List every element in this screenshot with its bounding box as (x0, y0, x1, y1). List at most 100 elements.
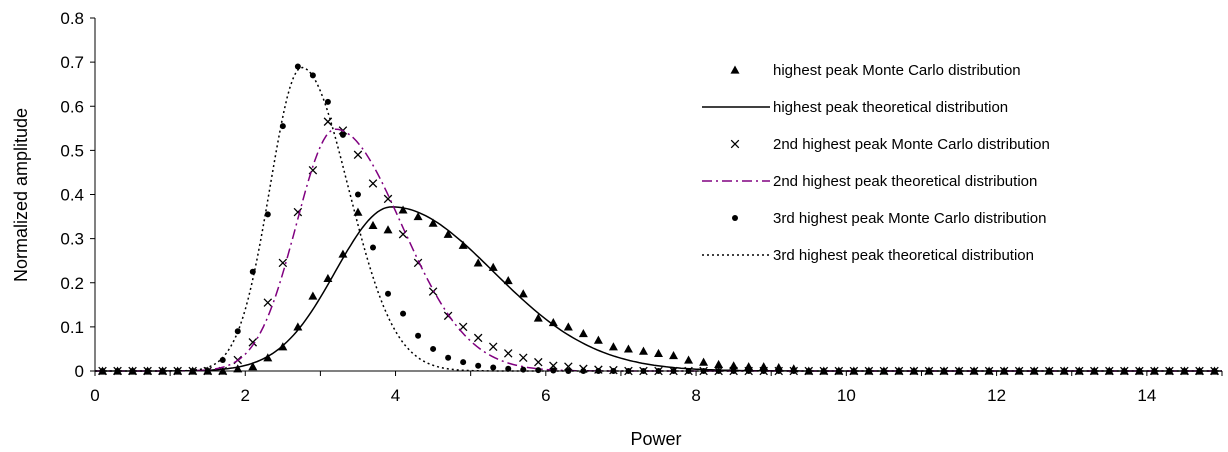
x-marker (263, 298, 273, 307)
x-marker (488, 342, 498, 351)
circle-marker (535, 367, 542, 374)
y-tick-label: 0.5 (60, 141, 84, 160)
x-tick-label: 6 (541, 386, 550, 405)
axes: Power Normalized amplitude 0 0.1 0.2 0.3 0.4… (11, 9, 1223, 449)
triangle-marker (623, 344, 633, 353)
legend-item-4: 2nd highest peak theoretical distributio… (702, 173, 1037, 190)
triangle-marker (518, 289, 528, 298)
y-tick-label: 0.2 (60, 274, 84, 293)
circle-marker (354, 191, 361, 198)
legend-item-3: 2nd highest peak Monte Carlo distributio… (730, 136, 1050, 153)
circle-marker (460, 359, 467, 366)
circle-marker (445, 354, 452, 361)
legend-label: highest peak theoretical distribution (773, 99, 1008, 116)
legend-label: 2nd highest peak Monte Carlo distributio… (773, 136, 1050, 153)
triangle-marker (428, 218, 438, 227)
triangle-marker (443, 229, 453, 238)
x-marker (368, 179, 378, 188)
triangle-marker (669, 351, 679, 360)
x-tick-label: 14 (1137, 386, 1156, 405)
triangle-marker (608, 342, 618, 351)
x-marker (398, 229, 408, 239)
triangle-marker (413, 212, 423, 221)
series-2 (95, 206, 1222, 372)
triangle-marker (233, 364, 243, 373)
legend-label: 3rd highest peak Monte Carlo distributio… (773, 210, 1047, 227)
legend-label: highest peak Monte Carlo distribution (773, 62, 1021, 79)
triangle-marker (593, 335, 603, 344)
circle-marker (490, 364, 497, 371)
circle-marker (415, 332, 422, 339)
x-marker (564, 362, 573, 371)
x-tick-label: 10 (837, 386, 856, 405)
y-tick-label: 0.1 (60, 318, 84, 337)
triangle-marker (368, 220, 378, 229)
triangle-marker (533, 313, 543, 322)
x-marker (293, 207, 303, 217)
x-tick-label: 12 (987, 386, 1006, 405)
circle-marker (294, 63, 301, 70)
y-axis-title: Normalized amplitude (11, 108, 31, 282)
triangle-marker (503, 276, 513, 285)
circle-marker (339, 131, 346, 138)
circle-marker (219, 356, 226, 363)
circle-marker (369, 244, 376, 251)
legend-item-1: highest peak Monte Carlo distribution (730, 62, 1021, 79)
series-3 (98, 117, 1219, 376)
triangle-marker (563, 322, 573, 331)
legend: highest peak Monte Carlo distribution hig… (702, 62, 1050, 264)
circle-marker (264, 211, 271, 218)
circle-marker (400, 310, 407, 317)
legend-x-marker (730, 139, 740, 149)
triangle-marker (263, 353, 273, 362)
y-tick-label: 0.4 (60, 186, 84, 205)
y-tick-label: 0.8 (60, 9, 84, 28)
triangle-marker (638, 346, 648, 355)
triangle-marker (488, 262, 498, 271)
x-marker (248, 338, 258, 347)
triangle-marker (699, 357, 709, 366)
circle-marker (520, 366, 527, 373)
series-5 (99, 63, 1218, 374)
series-line (95, 128, 1222, 372)
circle-marker (309, 72, 316, 79)
circle-marker (324, 98, 331, 105)
legend-item-5: 3rd highest peak Monte Carlo distributio… (732, 210, 1047, 227)
x-marker (503, 349, 513, 358)
x-axis-title: Power (630, 429, 681, 449)
x-marker (428, 287, 438, 296)
series-4 (95, 128, 1222, 372)
triangle-marker (684, 355, 694, 364)
triangle-marker (398, 205, 408, 214)
triangle-marker (473, 258, 483, 267)
x-marker (353, 150, 363, 160)
triangle-marker (353, 207, 363, 216)
triangle-marker (654, 348, 663, 357)
y-tick-label: 0.6 (60, 97, 84, 116)
x-marker (549, 361, 558, 370)
triangle-marker (714, 359, 724, 368)
x-marker (278, 258, 288, 268)
triangle-marker (458, 240, 468, 249)
circle-marker (430, 345, 437, 352)
legend-triangle-marker (730, 65, 740, 74)
circle-marker (385, 290, 392, 297)
triangle-marker (308, 291, 318, 300)
x-marker (458, 322, 468, 332)
series-line (95, 206, 1222, 372)
legend-label: 3rd highest peak theoretical distributio… (773, 247, 1034, 264)
triangle-marker (248, 362, 258, 371)
legend-item-2: highest peak theoretical distribution (702, 99, 1008, 116)
y-tick-label: 0.7 (60, 53, 84, 72)
x-tick-label: 8 (691, 386, 700, 405)
x-marker (534, 357, 543, 367)
triangle-marker (578, 328, 588, 338)
x-tick-label: 0 (90, 386, 99, 405)
series-1 (98, 205, 1219, 375)
x-tick-label: 2 (241, 386, 250, 405)
legend-item-6: 3rd highest peak theoretical distributio… (702, 247, 1034, 264)
x-marker (519, 353, 528, 363)
x-marker (473, 333, 483, 343)
circle-marker (475, 362, 482, 369)
